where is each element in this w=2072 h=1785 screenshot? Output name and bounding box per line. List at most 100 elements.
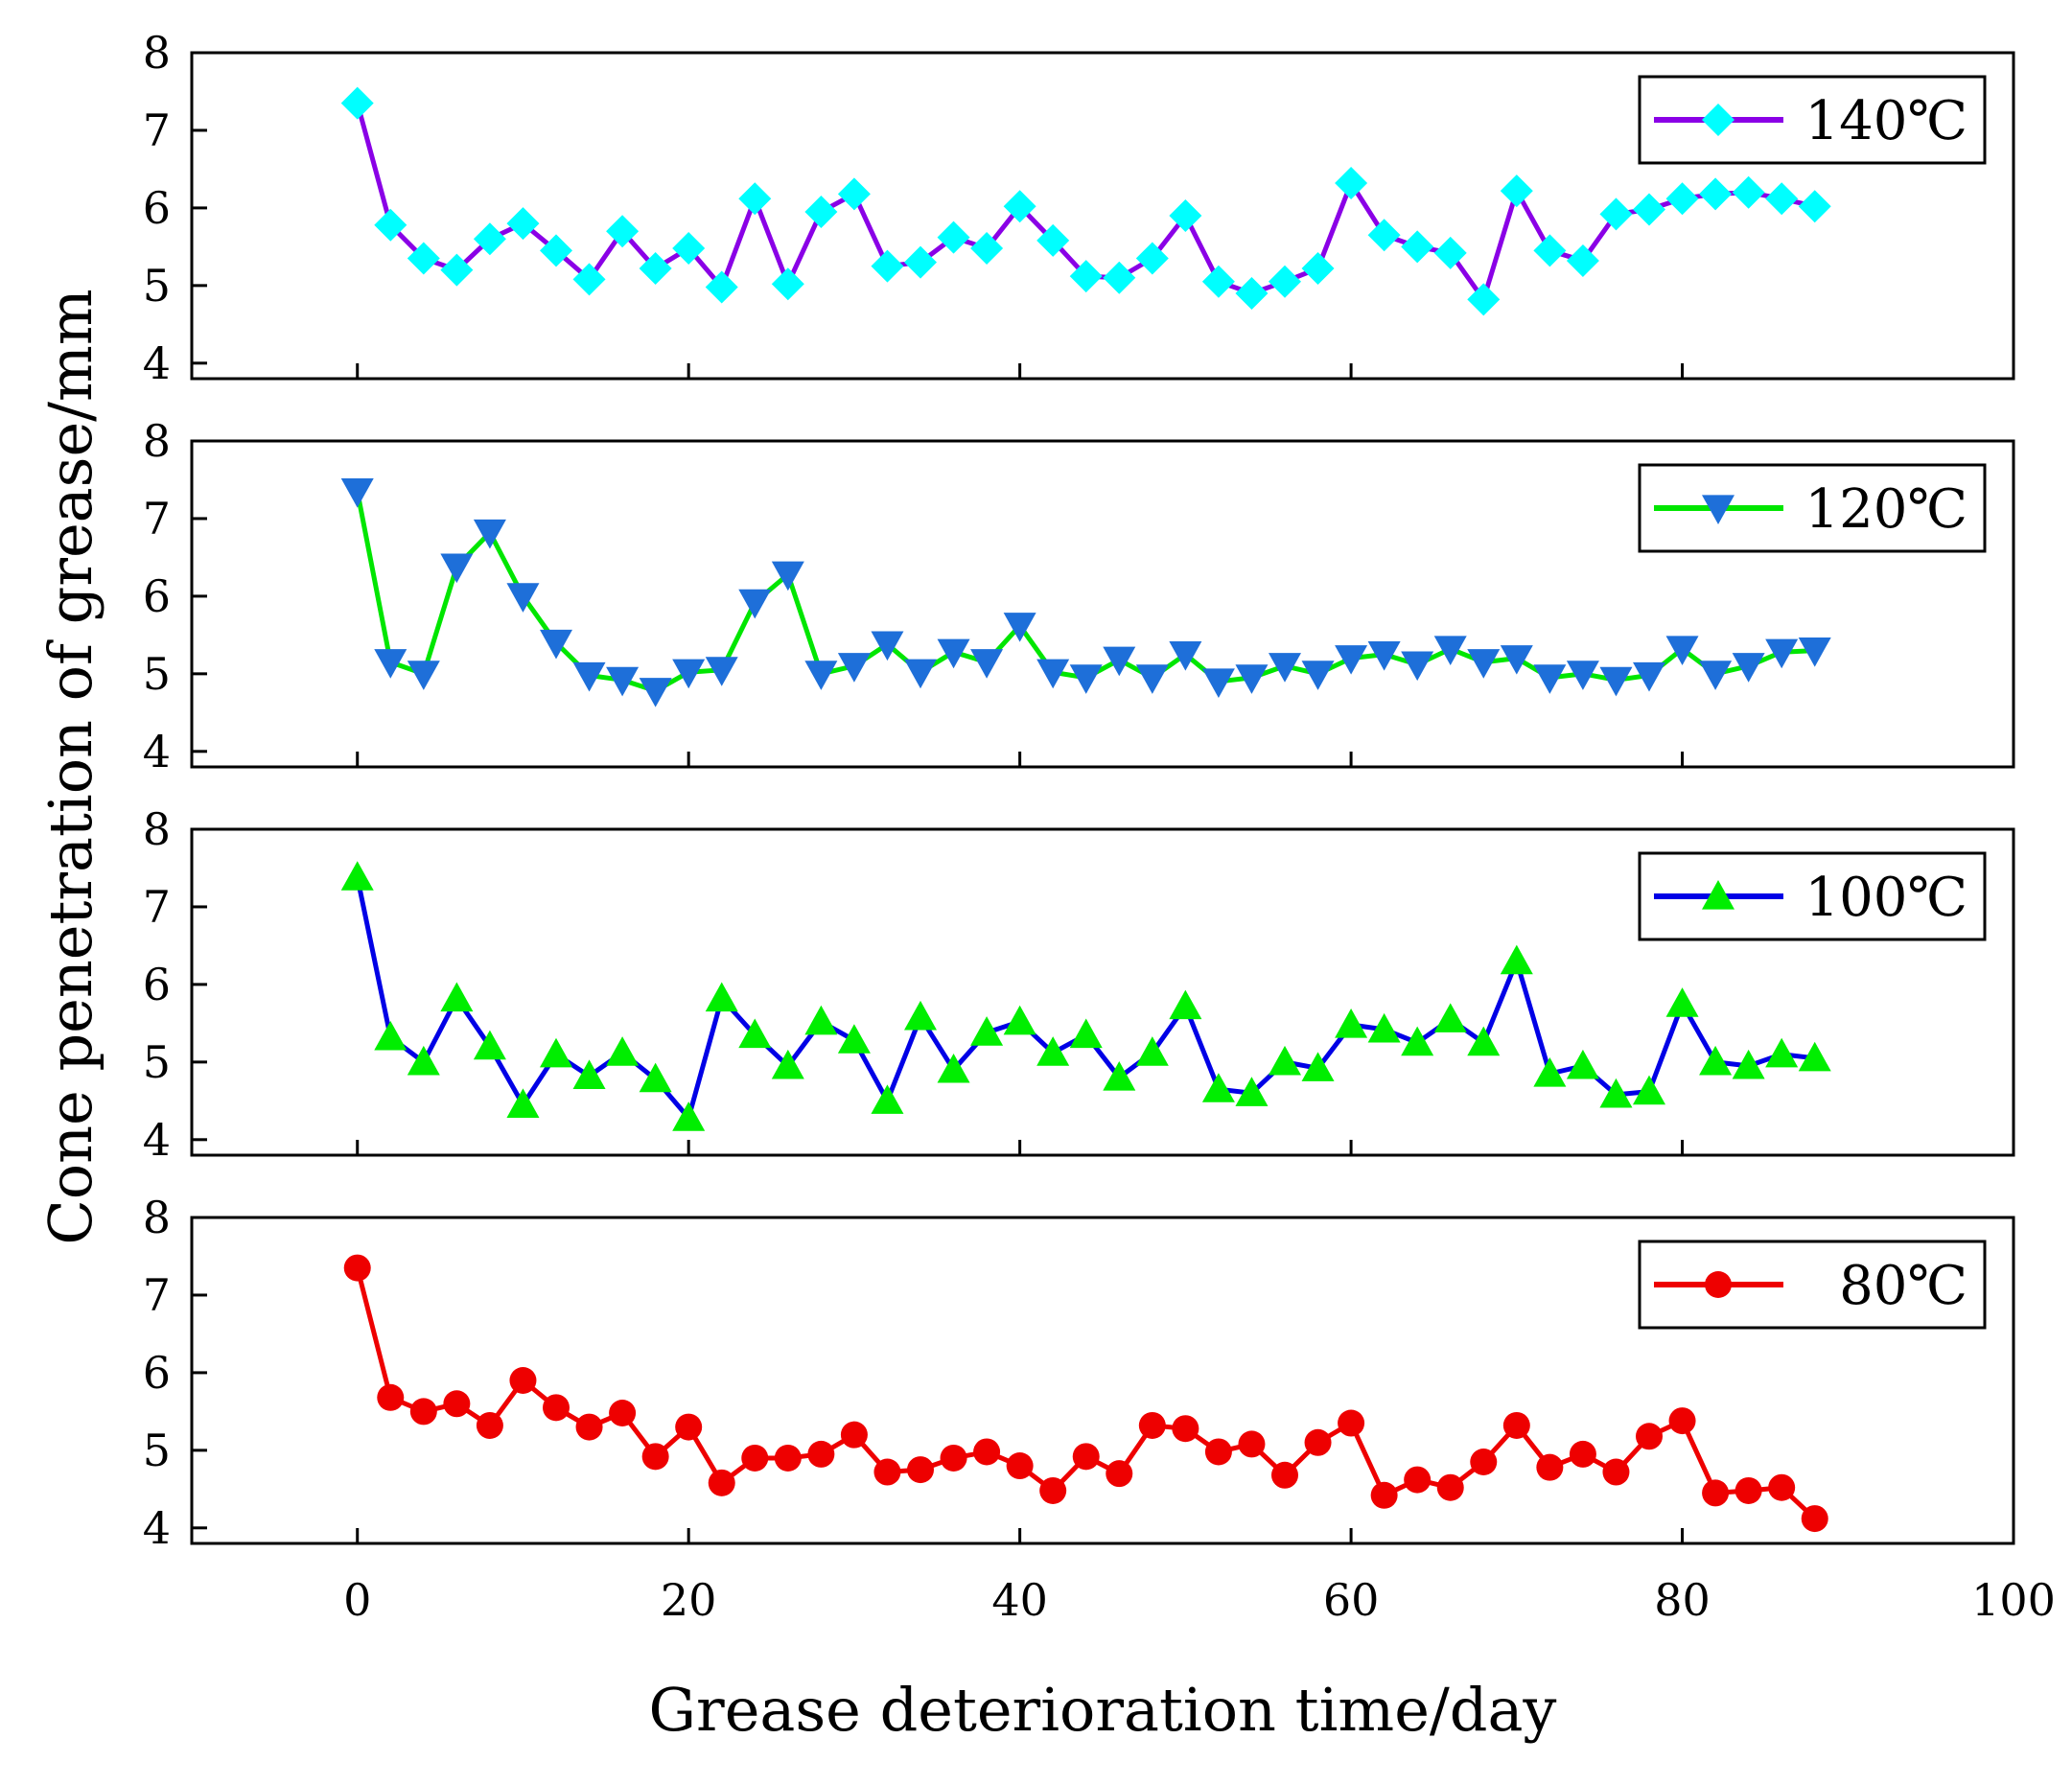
data-point bbox=[904, 659, 937, 689]
data-point bbox=[374, 649, 407, 679]
y-tick-label: 4 bbox=[143, 1502, 171, 1554]
y-tick-label: 7 bbox=[143, 1269, 171, 1321]
y-tick-label: 5 bbox=[143, 648, 171, 700]
data-point bbox=[1732, 175, 1765, 209]
data-point bbox=[1335, 1008, 1368, 1038]
data-point bbox=[1500, 645, 1533, 675]
data-point bbox=[473, 519, 506, 549]
data-point bbox=[873, 1458, 901, 1486]
data-point bbox=[672, 659, 706, 689]
x-tick-label: 60 bbox=[1323, 1574, 1380, 1626]
data-point bbox=[973, 1438, 1001, 1466]
x-axis-tick-labels: 0 20 40 60 80 100 bbox=[343, 1574, 2056, 1626]
x-tick-label: 80 bbox=[1654, 1574, 1711, 1626]
y-tick-label: 8 bbox=[143, 27, 171, 79]
data-point bbox=[1301, 252, 1335, 286]
data-point bbox=[1500, 944, 1533, 975]
y-tick-label: 4 bbox=[143, 337, 171, 389]
data-point bbox=[1470, 1449, 1498, 1475]
y-tick-label: 6 bbox=[143, 570, 171, 622]
data-point bbox=[1367, 641, 1401, 671]
data-point bbox=[1566, 661, 1599, 690]
plot-frame bbox=[190, 51, 2015, 381]
data-point bbox=[1633, 661, 1665, 692]
legend-100c: 100℃ bbox=[1638, 851, 1987, 941]
data-point bbox=[1269, 265, 1301, 298]
data-point bbox=[1301, 661, 1335, 690]
data-point bbox=[343, 1254, 371, 1282]
x-tick-label: 20 bbox=[661, 1574, 717, 1626]
data-point bbox=[1566, 1049, 1599, 1079]
data-point bbox=[1602, 1458, 1630, 1486]
y-tick-label: 6 bbox=[143, 182, 171, 234]
data-point bbox=[1665, 987, 1699, 1017]
data-point bbox=[1235, 276, 1269, 310]
legend-marker bbox=[1702, 880, 1734, 910]
data-point bbox=[804, 195, 838, 228]
data-point bbox=[1536, 1453, 1564, 1481]
data-point bbox=[374, 208, 407, 242]
x-tick-label: 100 bbox=[1971, 1574, 2056, 1626]
data-point bbox=[675, 1413, 703, 1441]
data-point bbox=[1599, 197, 1633, 231]
data-point bbox=[1036, 659, 1070, 689]
y-tick-label: 7 bbox=[143, 493, 171, 545]
data-point bbox=[672, 232, 706, 265]
y-axis-title: Cone penetration of grease/mm bbox=[35, 289, 105, 1244]
data-point bbox=[639, 1062, 672, 1093]
legend-marker bbox=[1705, 1271, 1732, 1298]
data-point bbox=[1533, 1057, 1567, 1087]
panel-80c: 4 5 6 7 8 80℃ bbox=[143, 1192, 2015, 1554]
x-tick-label: 0 bbox=[343, 1574, 371, 1626]
data-point bbox=[937, 1053, 970, 1083]
y-tick-label: 6 bbox=[143, 1347, 171, 1399]
data-point bbox=[377, 1383, 405, 1411]
data-point bbox=[705, 657, 738, 686]
data-point bbox=[705, 982, 738, 1012]
data-point bbox=[1204, 1438, 1232, 1466]
data-point bbox=[1502, 1411, 1530, 1439]
data-point bbox=[1665, 182, 1699, 216]
data-point bbox=[1072, 1443, 1100, 1471]
data-point bbox=[1235, 1077, 1269, 1106]
data-point bbox=[1433, 1003, 1467, 1032]
data-point bbox=[1335, 645, 1368, 675]
legend-marker bbox=[1702, 104, 1734, 136]
legend-120c: 120℃ bbox=[1638, 463, 1987, 553]
data-point bbox=[440, 553, 474, 584]
data-point bbox=[1036, 1036, 1070, 1066]
data-point bbox=[1172, 1415, 1199, 1443]
data-point bbox=[1765, 182, 1799, 216]
data-point bbox=[374, 1020, 407, 1051]
data-point bbox=[1069, 664, 1103, 694]
data-point bbox=[572, 263, 606, 296]
data-point bbox=[1367, 1012, 1401, 1043]
data-point bbox=[473, 1030, 506, 1060]
data-point bbox=[1401, 230, 1434, 264]
data-point bbox=[1433, 236, 1467, 269]
data-point bbox=[1668, 1407, 1696, 1435]
data-point bbox=[1599, 666, 1633, 697]
data-point bbox=[1433, 636, 1467, 665]
data-point bbox=[1500, 174, 1533, 208]
data-point bbox=[804, 1005, 838, 1035]
data-point bbox=[970, 1016, 1004, 1046]
data-point bbox=[1036, 223, 1070, 257]
data-point bbox=[1467, 649, 1501, 679]
data-point bbox=[1699, 661, 1733, 690]
data-point bbox=[407, 242, 440, 275]
data-point bbox=[871, 631, 904, 661]
y-tick-label: 4 bbox=[143, 726, 171, 777]
data-point bbox=[540, 1037, 572, 1068]
data-point bbox=[407, 1045, 440, 1076]
data-point bbox=[1467, 283, 1501, 316]
data-point bbox=[1665, 636, 1699, 665]
data-point bbox=[506, 1088, 540, 1118]
data-point bbox=[575, 1413, 603, 1441]
data-point bbox=[1798, 637, 1831, 667]
data-point bbox=[1269, 653, 1301, 683]
y-tick-label: 8 bbox=[143, 803, 171, 855]
data-point bbox=[705, 270, 738, 304]
legend-label: 80℃ bbox=[1839, 1255, 1967, 1317]
